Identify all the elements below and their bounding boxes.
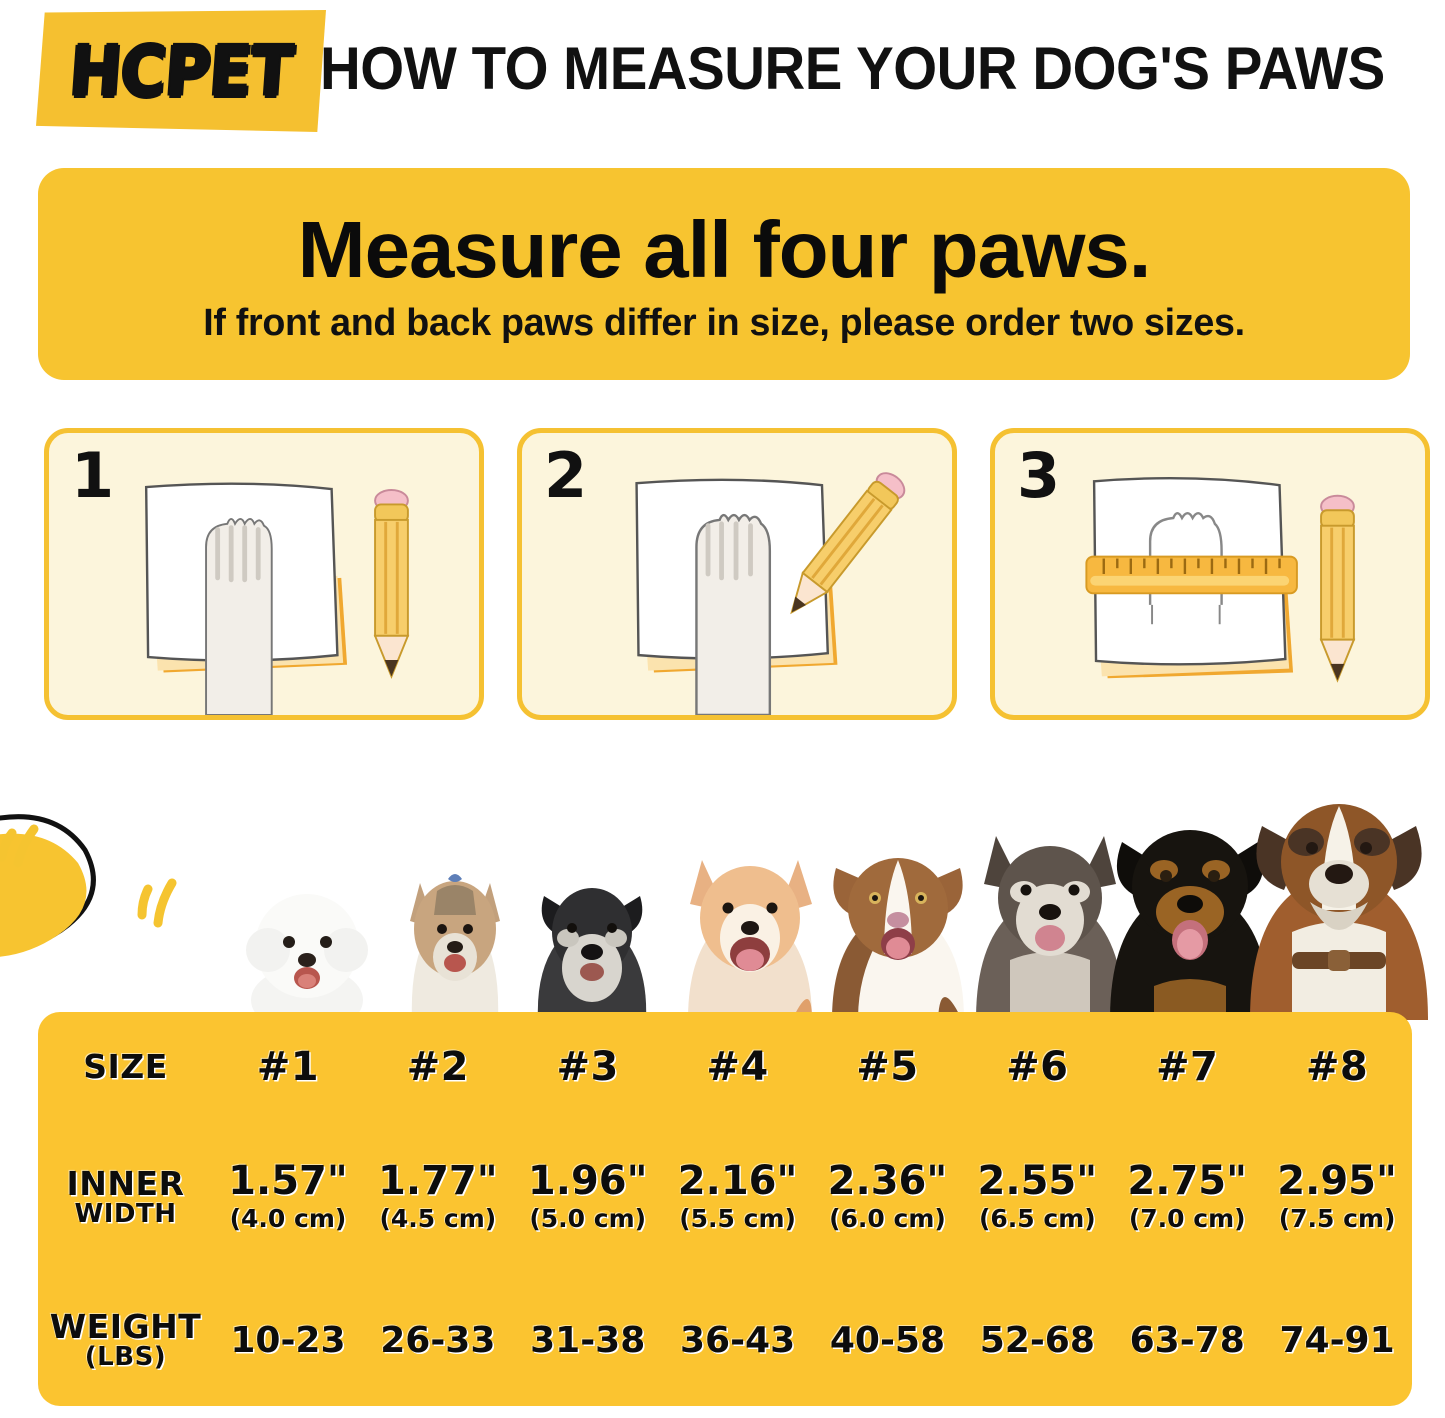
width-inch-8: 2.95" <box>1277 1158 1397 1204</box>
banner-heading: Measure all four paws. <box>297 204 1152 294</box>
dog-photo-miniature-schnauzer <box>537 888 647 1020</box>
paw-on-paper-with-pencil-icon <box>144 482 410 715</box>
row-label-width: WIDTH <box>74 1198 177 1229</box>
width-inch-3: 1.96" <box>527 1158 648 1204</box>
width-inch-7: 2.75" <box>1127 1158 1247 1204</box>
weight-cell-8: 74-91 <box>1279 1319 1395 1361</box>
width-inch-6: 2.55" <box>977 1158 1098 1204</box>
weight-cell-4: 36-43 <box>679 1319 796 1361</box>
brand-name: HCPET <box>66 30 296 112</box>
width-cell-3: 1.96" (5.0 cm) <box>513 1122 663 1272</box>
width-inch-4: 2.16" <box>677 1158 798 1204</box>
size-cell-1: #1 <box>256 1044 320 1090</box>
width-cm-1: (4.0 cm) <box>229 1204 347 1233</box>
weight-cell-3: 31-38 <box>530 1319 646 1361</box>
row-label-inner: INNER <box>66 1163 185 1203</box>
size-cell-3: #3 <box>556 1044 619 1090</box>
step-number: 3 <box>1017 439 1061 512</box>
table-row-size: SIZE #1 #2 #3 #4 #5 #6 #7 #8 <box>38 1012 1412 1122</box>
width-inch-1: 1.57" <box>228 1158 348 1204</box>
width-cell-8: 2.95" (7.5 cm) <box>1262 1122 1412 1272</box>
width-cell-5: 2.36" (6.0 cm) <box>813 1122 963 1272</box>
ruler-measuring-outline-icon <box>1085 477 1356 683</box>
weight-cell-2: 26-33 <box>380 1319 496 1361</box>
width-cm-2: (4.5 cm) <box>379 1204 497 1233</box>
step-number: 2 <box>544 439 588 512</box>
page-header: HCPET HOW TO MEASURE YOUR DOG'S PAWS <box>0 0 1445 140</box>
width-cell-1: 1.57" (4.0 cm) <box>213 1122 363 1272</box>
row-label-inner-width: INNER WIDTH <box>38 1122 213 1272</box>
weight-cell-6: 52-68 <box>979 1319 1095 1361</box>
width-cm-3: (5.0 cm) <box>529 1204 647 1233</box>
row-label-weight-unit: (LBS) <box>84 1341 167 1372</box>
tracing-paw-outline-icon <box>635 472 906 715</box>
width-cell-6: 2.55" (6.5 cm) <box>962 1122 1112 1272</box>
step-number: 1 <box>71 439 115 512</box>
width-cell-7: 2.75" (7.0 cm) <box>1112 1122 1262 1272</box>
step-card-2: 2 <box>517 428 957 720</box>
dog-photo-yorkshire-terrier <box>410 874 500 1020</box>
table-row-inner-width: INNER WIDTH 1.57" (4.0 cm) 1.77" (4.5 cm… <box>38 1122 1412 1272</box>
dog-breed-strip <box>0 735 1445 1020</box>
paw-swoosh-icon <box>0 814 177 957</box>
width-cm-6: (6.5 cm) <box>978 1204 1096 1233</box>
dog-photo-saint-bernard <box>1250 804 1428 1020</box>
row-label-size: SIZE <box>83 1047 168 1087</box>
width-cm-5: (6.0 cm) <box>829 1204 946 1233</box>
dog-photo-shiba-inu <box>688 860 812 1020</box>
width-cell-4: 2.16" (5.5 cm) <box>663 1122 813 1272</box>
step-card-3: 3 <box>990 428 1430 720</box>
dog-photo-alaskan-malamute <box>976 836 1124 1020</box>
width-cm-4: (5.5 cm) <box>679 1204 796 1233</box>
steps-row: 1 2 <box>40 428 1430 728</box>
table-row-weight: WEIGHT (LBS) 10-23 26-33 31-38 36-43 40-… <box>38 1272 1412 1408</box>
dog-photo-bichon-frise <box>246 894 368 1020</box>
width-inch-2: 1.77" <box>378 1158 498 1204</box>
size-cell-4: #4 <box>706 1044 769 1090</box>
weight-cell-5: 40-58 <box>829 1319 945 1361</box>
size-chart-table: SIZE #1 #2 #3 #4 #5 #6 #7 #8 INNER WIDTH… <box>38 1012 1412 1406</box>
size-cell-8: #8 <box>1305 1044 1369 1090</box>
size-cell-5: #5 <box>856 1044 919 1090</box>
dog-photo-australian-shepherd <box>832 858 964 1020</box>
width-cell-2: 1.77" (4.5 cm) <box>363 1122 513 1272</box>
size-cell-2: #2 <box>406 1044 469 1090</box>
brand-badge: HCPET <box>36 10 326 132</box>
weight-cell-7: 63-78 <box>1129 1319 1245 1361</box>
width-inch-5: 2.36" <box>827 1158 948 1204</box>
dog-photo-rottweiler <box>1110 830 1270 1020</box>
size-cell-7: #7 <box>1156 1044 1219 1090</box>
width-cm-8: (7.5 cm) <box>1278 1204 1396 1233</box>
step-card-1: 1 <box>44 428 484 720</box>
width-cm-7: (7.0 cm) <box>1128 1204 1246 1233</box>
weight-cell-1: 10-23 <box>230 1319 346 1361</box>
page-title: HOW TO MEASURE YOUR DOG'S PAWS <box>320 34 1385 102</box>
banner-subheading: If front and back paws differ in size, p… <box>203 301 1245 344</box>
instruction-banner: Measure all four paws. If front and back… <box>38 168 1410 380</box>
row-label-weight: WEIGHT (LBS) <box>38 1272 213 1408</box>
row-label-weight-text: WEIGHT <box>49 1306 202 1346</box>
size-cell-6: #6 <box>1006 1044 1069 1090</box>
